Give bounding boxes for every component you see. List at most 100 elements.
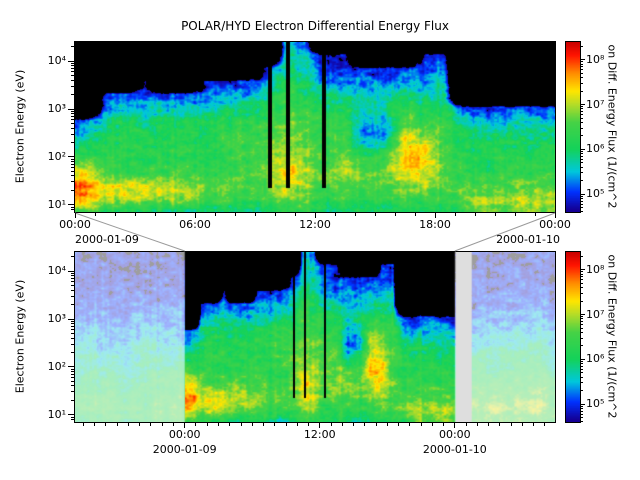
y-minor-tick <box>71 343 74 345</box>
colorbar-tick <box>581 314 585 316</box>
y-minor-tick <box>71 275 74 277</box>
x-minor-tick <box>431 423 433 426</box>
x-minor-tick <box>414 213 416 216</box>
x-tick <box>434 213 436 218</box>
colorbar-tick <box>581 358 585 360</box>
top-y-axis-label: Electron Energy (eV) <box>13 69 27 184</box>
colorbar-minor-tick <box>581 405 583 407</box>
bottom-colorbar <box>565 251 581 423</box>
colorbar-minor-tick <box>581 77 583 79</box>
y-tick <box>68 366 74 368</box>
x-minor-tick <box>330 423 332 426</box>
x-minor-tick <box>534 213 536 216</box>
colorbar-minor-tick <box>581 271 583 273</box>
y-tick-label: 10¹ <box>47 197 66 211</box>
x-tick-label: 12:00 <box>303 428 336 441</box>
y-minor-tick <box>71 189 74 191</box>
x-minor-tick <box>161 423 163 426</box>
x-minor-tick <box>240 423 242 426</box>
colorbar-minor-tick <box>581 150 583 152</box>
bottom-colorbar-canvas <box>566 252 580 422</box>
y-minor-tick <box>71 175 74 177</box>
x-minor-tick <box>375 423 377 426</box>
x-minor-tick <box>274 423 276 426</box>
y-minor-tick <box>71 325 74 327</box>
colorbar-minor-tick <box>581 365 583 367</box>
colorbar-minor-tick <box>581 337 583 339</box>
colorbar-minor-tick <box>581 172 583 174</box>
y-minor-tick <box>71 278 74 280</box>
colorbar-minor-tick <box>581 321 583 323</box>
y-tick-label: 10³ <box>47 102 66 116</box>
colorbar-minor-tick <box>581 203 583 205</box>
x-minor-tick <box>443 423 445 426</box>
x-minor-tick <box>214 213 216 216</box>
y-tick-label: 10² <box>47 359 66 373</box>
x-tick-label: 18:00 <box>419 218 451 231</box>
y-minor-tick <box>71 94 74 96</box>
colorbar-tick <box>581 403 585 405</box>
y-tick-label: 10⁴ <box>47 54 66 68</box>
colorbar-minor-tick <box>581 211 583 213</box>
colorbar-tick-label: 10⁷ <box>586 97 605 111</box>
colorbar-tick <box>581 104 585 106</box>
y-minor-tick <box>71 46 74 48</box>
x-minor-tick <box>353 423 355 426</box>
y-minor-tick <box>71 272 74 274</box>
y-minor-tick <box>71 62 74 64</box>
y-minor-tick <box>71 377 74 379</box>
colorbar-minor-tick <box>581 63 583 65</box>
y-minor-tick <box>71 304 74 306</box>
x-minor-tick <box>420 423 422 426</box>
colorbar-minor-tick <box>581 127 583 129</box>
colorbar-minor-tick <box>581 324 583 326</box>
x-minor-tick <box>172 423 174 426</box>
top-spectrogram-canvas <box>75 42 555 212</box>
x-minor-tick <box>544 423 546 426</box>
y-minor-tick <box>71 391 74 393</box>
y-minor-tick <box>71 115 74 117</box>
y-tick <box>68 204 74 206</box>
colorbar-minor-tick <box>581 180 583 182</box>
y-minor-tick <box>71 337 74 339</box>
x-minor-tick <box>134 213 136 216</box>
x-tick-label: 00:00 <box>59 218 91 231</box>
y-minor-tick <box>71 79 74 81</box>
colorbar-minor-tick <box>581 108 583 110</box>
x-minor-tick <box>195 423 197 426</box>
y-minor-tick <box>71 256 74 258</box>
colorbar-minor-tick <box>581 372 583 374</box>
top-colorbar-label: on Diff. Energy Flux (1/(cm^2 <box>605 44 619 209</box>
colorbar-minor-tick <box>581 327 583 329</box>
x-minor-tick <box>139 423 141 426</box>
y-minor-tick <box>71 65 74 67</box>
y-minor-tick <box>71 71 74 73</box>
y-minor-tick <box>71 418 74 420</box>
x-minor-tick <box>398 423 400 426</box>
y-minor-tick <box>71 113 74 115</box>
top-spectrogram-panel <box>74 41 556 213</box>
colorbar-tick-label: 10⁵ <box>586 397 605 411</box>
y-minor-tick <box>71 320 74 322</box>
colorbar-tick <box>581 59 585 61</box>
colorbar-minor-tick <box>581 410 583 412</box>
x-minor-tick <box>127 423 129 426</box>
x-minor-tick <box>229 423 231 426</box>
colorbar-minor-tick <box>581 318 583 320</box>
x-date-label: 2000-01-10 <box>496 233 560 246</box>
colorbar-minor-tick <box>581 413 583 415</box>
top-colorbar-canvas <box>566 42 580 212</box>
x-minor-tick <box>174 213 176 216</box>
colorbar-minor-tick <box>581 158 583 160</box>
x-minor-tick <box>364 423 366 426</box>
x-tick <box>184 423 186 428</box>
y-tick-label: 10¹ <box>47 407 66 421</box>
x-minor-tick <box>217 423 219 426</box>
x-date-label: 2000-01-10 <box>422 443 487 456</box>
bottom-colorbar-label: on Diff. Energy Flux (1/(cm^2 <box>605 254 619 419</box>
x-minor-tick <box>254 213 256 216</box>
colorbar-minor-tick <box>581 360 583 362</box>
y-minor-tick <box>71 170 74 172</box>
colorbar-minor-tick <box>581 166 583 168</box>
